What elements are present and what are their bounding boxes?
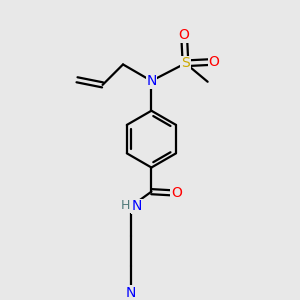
Text: N: N	[146, 74, 157, 88]
Text: O: O	[171, 186, 182, 200]
Text: O: O	[208, 55, 219, 69]
Text: S: S	[181, 56, 190, 70]
Text: O: O	[178, 28, 190, 42]
Text: H: H	[121, 199, 130, 212]
Text: N: N	[126, 286, 136, 300]
Text: N: N	[132, 200, 142, 213]
